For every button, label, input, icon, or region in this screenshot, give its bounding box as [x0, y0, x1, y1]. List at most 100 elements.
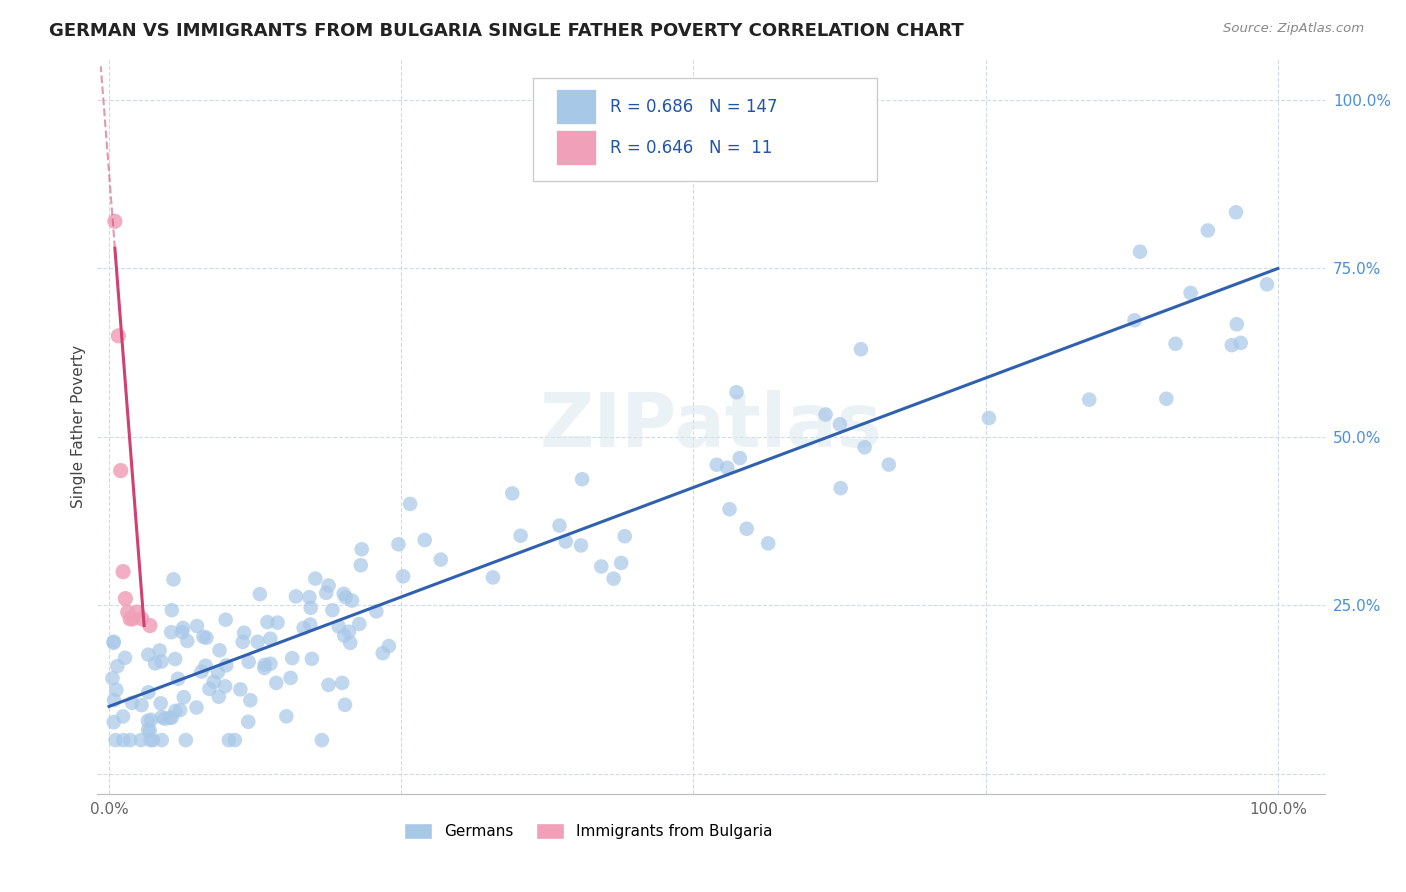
Point: [131, 698, 153, 712]
Point: [136, 648, 159, 662]
Point: [139, 723, 162, 738]
Point: [214, 679, 236, 693]
Point: [728, 451, 751, 466]
Point: [337, 624, 360, 639]
Point: [311, 733, 333, 747]
Point: [239, 693, 262, 707]
Point: [318, 578, 340, 592]
Point: [139, 713, 162, 727]
Point: [877, 458, 900, 472]
Point: [1226, 318, 1249, 332]
Point: [399, 497, 422, 511]
Point: [339, 636, 361, 650]
Point: [176, 634, 198, 648]
Point: [304, 572, 326, 586]
Point: [105, 659, 128, 673]
Point: [186, 700, 208, 714]
Point: [202, 674, 225, 689]
Point: [259, 632, 281, 646]
Point: [117, 605, 139, 619]
Point: [299, 600, 322, 615]
Point: [111, 709, 134, 723]
Point: [328, 619, 350, 633]
Point: [371, 646, 394, 660]
Point: [735, 522, 758, 536]
Point: [1225, 205, 1247, 219]
Point: [1229, 335, 1251, 350]
Point: [101, 671, 124, 685]
Point: [1156, 392, 1178, 406]
Text: R = 0.686   N = 147: R = 0.686 N = 147: [610, 97, 778, 116]
Point: [173, 690, 195, 705]
Point: [165, 652, 187, 666]
Point: [165, 704, 187, 718]
Point: [253, 657, 276, 672]
Point: [224, 733, 246, 747]
Point: [350, 542, 373, 557]
Point: [716, 460, 738, 475]
Point: [378, 639, 401, 653]
Point: [1129, 244, 1152, 259]
Point: [366, 604, 388, 618]
Point: [280, 671, 302, 685]
Point: [1197, 223, 1219, 237]
Point: [120, 612, 142, 626]
Point: [149, 697, 172, 711]
Point: [208, 643, 231, 657]
Point: [284, 590, 307, 604]
Point: [121, 612, 143, 626]
Point: [232, 635, 254, 649]
Point: [198, 681, 221, 696]
Point: [246, 634, 269, 648]
Point: [253, 661, 276, 675]
Point: [112, 733, 135, 747]
Point: [756, 536, 779, 550]
Point: [186, 619, 208, 633]
Point: [150, 710, 173, 724]
Point: [602, 572, 624, 586]
Point: [218, 733, 240, 747]
Point: [853, 440, 876, 454]
Point: [150, 655, 173, 669]
Point: [167, 672, 190, 686]
Point: [214, 613, 236, 627]
Text: Source: ZipAtlas.com: Source: ZipAtlas.com: [1223, 22, 1364, 36]
Point: [509, 529, 531, 543]
Point: [1078, 392, 1101, 407]
Point: [160, 625, 183, 640]
Point: [392, 569, 415, 583]
Point: [114, 591, 136, 606]
Point: [190, 665, 212, 679]
Point: [207, 665, 229, 680]
Point: [103, 715, 125, 730]
Point: [193, 630, 215, 644]
Point: [977, 411, 1000, 425]
Point: [160, 711, 183, 725]
Point: [349, 617, 371, 632]
Point: [256, 615, 278, 629]
Point: [569, 538, 592, 552]
Point: [229, 682, 252, 697]
Point: [103, 634, 125, 648]
Point: [276, 709, 298, 723]
Point: [718, 502, 741, 516]
Point: [591, 559, 613, 574]
Point: [142, 733, 165, 747]
Point: [333, 698, 356, 712]
Point: [103, 693, 125, 707]
Point: [610, 556, 633, 570]
Point: [264, 676, 287, 690]
Point: [159, 711, 181, 725]
Point: [150, 733, 173, 747]
Point: [298, 591, 321, 605]
Point: [340, 593, 363, 607]
Point: [174, 733, 197, 747]
Point: [482, 570, 505, 584]
Point: [430, 552, 453, 566]
Point: [129, 733, 152, 747]
Point: [103, 636, 125, 650]
Point: [233, 625, 256, 640]
Point: [169, 703, 191, 717]
Point: [301, 652, 323, 666]
Point: [104, 214, 127, 228]
